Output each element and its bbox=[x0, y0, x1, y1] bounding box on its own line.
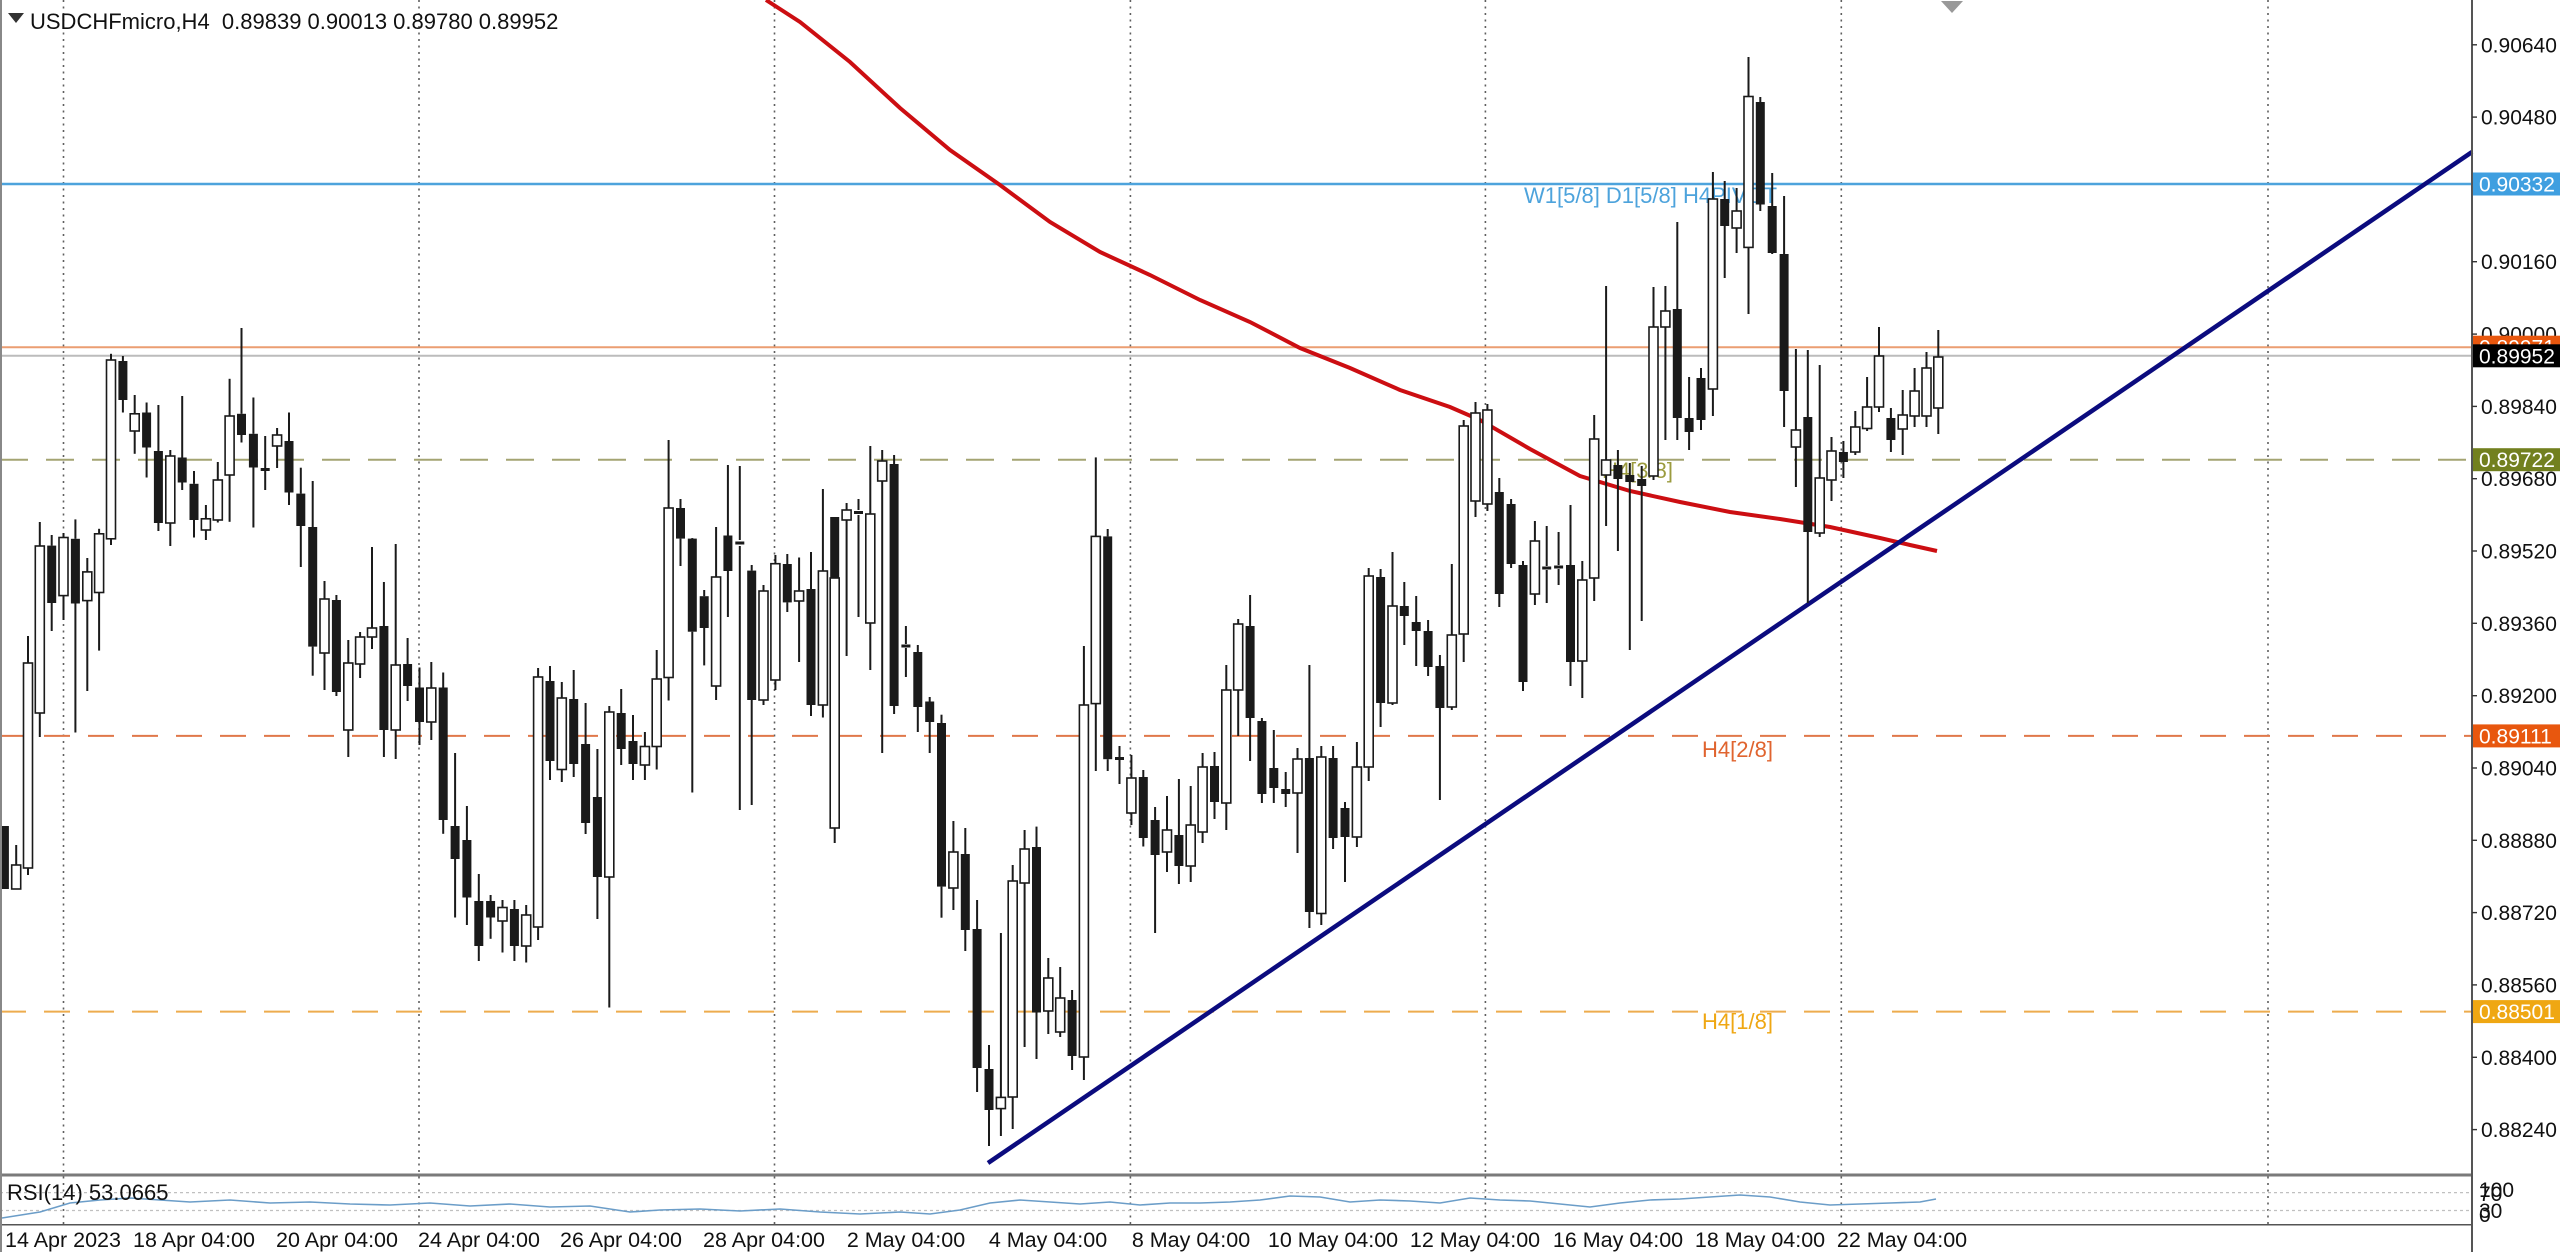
svg-text:W1[5/8] D1[5/8] H4PIVOT: W1[5/8] D1[5/8] H4PIVOT bbox=[1524, 183, 1777, 208]
svg-text:30: 30 bbox=[2479, 1200, 2502, 1223]
svg-text:0.88720: 0.88720 bbox=[2481, 902, 2557, 925]
svg-text:0.89360: 0.89360 bbox=[2481, 613, 2557, 636]
svg-text:H4[2/8]: H4[2/8] bbox=[1702, 737, 1773, 762]
svg-text:100: 100 bbox=[2479, 1179, 2514, 1202]
svg-text:20 Apr 04:00: 20 Apr 04:00 bbox=[276, 1228, 398, 1252]
svg-text:8 May 04:00: 8 May 04:00 bbox=[1132, 1228, 1250, 1252]
svg-text:28 Apr 04:00: 28 Apr 04:00 bbox=[703, 1228, 825, 1252]
svg-text:USDCHFmicro,H4 0.89839 0.9001: USDCHFmicro,H4 0.89839 0.90013 0.89780 0… bbox=[30, 9, 558, 34]
svg-text:0.90640: 0.90640 bbox=[2481, 34, 2557, 57]
svg-text:0.89200: 0.89200 bbox=[2481, 685, 2557, 708]
svg-text:0.89111: 0.89111 bbox=[2479, 725, 2552, 748]
svg-text:0.90332: 0.90332 bbox=[2479, 174, 2555, 197]
svg-text:0.88560: 0.88560 bbox=[2481, 974, 2557, 997]
svg-text:26 Apr 04:00: 26 Apr 04:00 bbox=[560, 1228, 682, 1252]
svg-text:0.89520: 0.89520 bbox=[2481, 541, 2557, 564]
svg-text:4 May 04:00: 4 May 04:00 bbox=[989, 1228, 1107, 1252]
svg-text:0: 0 bbox=[2479, 1204, 2491, 1227]
svg-text:22 May 04:00: 22 May 04:00 bbox=[1837, 1228, 1967, 1252]
svg-text:0.89680: 0.89680 bbox=[2481, 468, 2557, 491]
svg-text:10 May 04:00: 10 May 04:00 bbox=[1268, 1228, 1398, 1252]
svg-text:16 May 04:00: 16 May 04:00 bbox=[1553, 1228, 1683, 1252]
svg-text:0.89840: 0.89840 bbox=[2481, 396, 2557, 419]
svg-text:18 May 04:00: 18 May 04:00 bbox=[1695, 1228, 1825, 1252]
svg-text:14 Apr 2023: 14 Apr 2023 bbox=[5, 1228, 121, 1252]
svg-text:2 May 04:00: 2 May 04:00 bbox=[847, 1228, 965, 1252]
svg-text:0.89952: 0.89952 bbox=[2479, 345, 2555, 368]
svg-text:24 Apr 04:00: 24 Apr 04:00 bbox=[418, 1228, 540, 1252]
svg-text:18 Apr 04:00: 18 Apr 04:00 bbox=[133, 1228, 255, 1252]
svg-text:0.89722: 0.89722 bbox=[2479, 449, 2555, 472]
svg-text:0.88501: 0.88501 bbox=[2479, 1001, 2555, 1024]
svg-text:H4[1/8]: H4[1/8] bbox=[1702, 1009, 1773, 1034]
svg-text:0.88400: 0.88400 bbox=[2481, 1047, 2557, 1070]
svg-text:0.88240: 0.88240 bbox=[2481, 1119, 2557, 1142]
svg-text:RSI(14) 53.0665: RSI(14) 53.0665 bbox=[7, 1180, 168, 1205]
svg-text:70: 70 bbox=[2479, 1183, 2502, 1206]
svg-text:0.90160: 0.90160 bbox=[2481, 251, 2557, 274]
svg-text:0.90480: 0.90480 bbox=[2481, 107, 2557, 130]
svg-text:12 May 04:00: 12 May 04:00 bbox=[1410, 1228, 1540, 1252]
svg-text:0.88880: 0.88880 bbox=[2481, 830, 2557, 853]
svg-text:0.89040: 0.89040 bbox=[2481, 758, 2557, 781]
